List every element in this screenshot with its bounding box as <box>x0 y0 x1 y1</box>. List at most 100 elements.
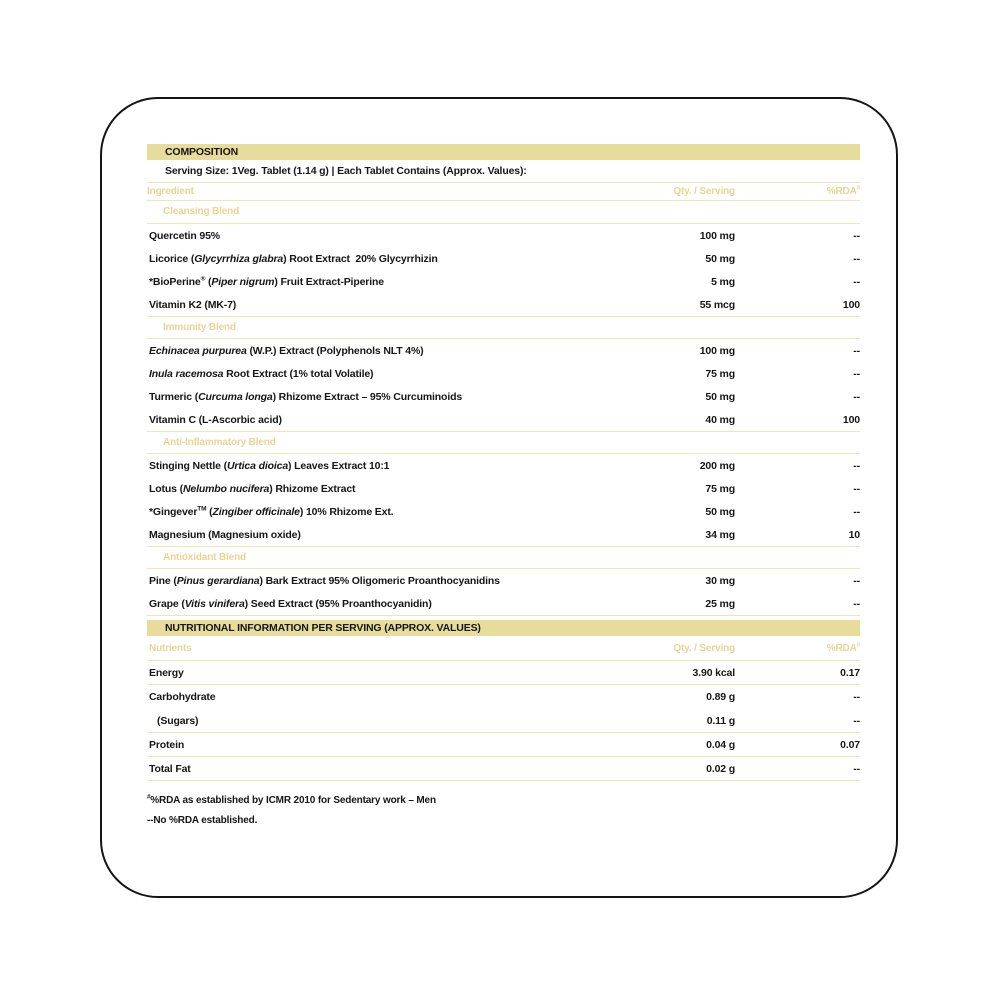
ingredient-name: Inula racemosa Root Extract (1% total Vo… <box>149 367 374 380</box>
ingredient-rda: -- <box>853 252 860 265</box>
ingredient-qty: 50 mg <box>705 252 735 265</box>
ingredient-rda: -- <box>853 344 860 357</box>
ingredient-row: Vitamin C (L-Ascorbic acid) 40 mg 100 <box>147 408 860 431</box>
ingredient-qty: 75 mg <box>705 482 735 495</box>
ingredient-row: Pine (Pinus gerardiana) Bark Extract 95%… <box>147 569 860 592</box>
ingredient-rda: -- <box>853 229 860 242</box>
ingredient-name: Vitamin K2 (MK-7) <box>149 298 237 311</box>
nutrient-qty: 0.89 g <box>706 691 735 703</box>
ingredient-name: Vitamin C (L-Ascorbic acid) <box>149 413 282 426</box>
section-header-immunity-blend: Immunity Blend <box>147 316 860 339</box>
ingredient-qty: 25 mg <box>705 597 735 610</box>
section-header-antioxidant-blend: Antioxidant Blend <box>147 546 860 569</box>
nutrient-row: Carbohydrate 0.89 g -- <box>147 685 860 709</box>
nutrient-qty: 0.11 g <box>706 714 735 727</box>
serving-size-line: Serving Size: 1Veg. Tablet (1.14 g) | Ea… <box>165 165 527 177</box>
nutrient-rda: 0.07 <box>840 738 860 751</box>
ingredient-row: Turmeric (Curcuma longa) Rhizome Extract… <box>147 385 860 408</box>
ingredient-row: Inula racemosa Root Extract (1% total Vo… <box>147 362 860 385</box>
ingredient-qty: 200 mg <box>699 459 735 472</box>
ingredient-rda: -- <box>853 459 860 472</box>
composition-title-bar: COMPOSITION <box>147 144 860 160</box>
ingredient-row: *BioPerine® (Piper nigrum) Fruit Extract… <box>147 270 860 293</box>
nutrition-title: NUTRITIONAL INFORMATION PER SERVING (APP… <box>165 622 481 634</box>
nutrient-rda: -- <box>853 714 860 727</box>
section-header-anti-inflammatory-blend: Anti-Inflammatory Blend <box>147 431 860 454</box>
ingredient-rda: -- <box>853 597 860 610</box>
ingredient-rda: -- <box>853 367 860 380</box>
ingredient-row: Quercetin 95% 100 mg -- <box>147 224 860 247</box>
nutrient-row: Protein 0.04 g 0.07 <box>147 733 860 757</box>
ingredient-row: Vitamin K2 (MK-7) 55 mcg 100 <box>147 293 860 316</box>
ingredient-rda: 100 <box>842 298 860 311</box>
ingredient-name: Magnesium (Magnesium oxide) <box>149 528 301 541</box>
nutrient-rda: -- <box>853 691 860 703</box>
ingredient-qty: 50 mg <box>705 505 735 518</box>
ingredient-qty: 75 mg <box>705 367 735 380</box>
ingredient-rda: 10 <box>848 528 861 541</box>
ingredient-row: Magnesium (Magnesium oxide) 34 mg 10 <box>147 523 860 546</box>
ingredient-qty: 100 mg <box>699 344 735 357</box>
ingredient-row: Grape (Vitis vinifera) Seed Extract (95%… <box>147 592 860 615</box>
ingredient-rda: -- <box>853 574 860 587</box>
nutrient-name: Energy <box>149 666 184 679</box>
footnote-rda-source: #%RDA as established by ICMR 2010 for Se… <box>147 793 436 806</box>
nutrient-name: Carbohydrate <box>149 691 216 703</box>
composition-table-bottom-rule <box>147 615 860 616</box>
label-card: COMPOSITION Serving Size: 1Veg. Tablet (… <box>100 97 898 898</box>
ingredient-row: Echinacea purpurea (W.P.) Extract (Polyp… <box>147 339 860 362</box>
ingredient-name: Pine (Pinus gerardiana) Bark Extract 95%… <box>149 574 500 587</box>
ingredient-qty: 55 mcg <box>699 298 735 311</box>
ingredient-qty: 5 mg <box>711 275 735 288</box>
nutrient-name: (Sugars) <box>157 714 199 727</box>
composition-title: COMPOSITION <box>165 146 239 158</box>
ingredient-name: Echinacea purpurea (W.P.) Extract (Polyp… <box>149 344 424 357</box>
ingredient-rda: -- <box>853 505 860 518</box>
ingredient-name: *GingeverTM (Zingiber officinale) 10% Rh… <box>149 505 394 518</box>
ingredient-name: *BioPerine® (Piper nigrum) Fruit Extract… <box>149 275 384 288</box>
ingredient-qty: 50 mg <box>705 390 735 403</box>
ingredient-name: Lotus (Nelumbo nucifera) Rhizome Extract <box>149 482 356 495</box>
ingredient-row: Lotus (Nelumbo nucifera) Rhizome Extract… <box>147 477 860 500</box>
ingredient-rda: -- <box>853 482 860 495</box>
column-header-qty: Qty. / Serving <box>673 642 735 654</box>
nutrient-qty: 0.02 g <box>706 762 735 775</box>
column-header-ingredient: Ingredient <box>147 186 194 197</box>
section-header-cleansing-blend: Cleansing Blend <box>147 201 860 224</box>
ingredient-rda: -- <box>853 275 860 288</box>
nutrient-row: (Sugars) 0.11 g -- <box>147 709 860 733</box>
nutrient-row: Energy 3.90 kcal 0.17 <box>147 661 860 685</box>
ingredient-row: Stinging Nettle (Urtica dioica) Leaves E… <box>147 454 860 477</box>
ingredient-qty: 34 mg <box>705 528 735 541</box>
ingredient-qty: 30 mg <box>705 574 735 587</box>
nutrient-qty: 0.04 g <box>706 738 735 751</box>
ingredient-qty: 40 mg <box>705 413 735 426</box>
nutrition-column-headers: Nutrients Qty. / Serving %RDA# <box>147 636 860 661</box>
column-header-qty: Qty. / Serving <box>673 186 735 197</box>
ingredient-row: Licorice (Glycyrrhiza glabra) Root Extra… <box>147 247 860 270</box>
nutrient-rda: 0.17 <box>840 666 860 679</box>
ingredient-row: *GingeverTM (Zingiber officinale) 10% Rh… <box>147 500 860 523</box>
nutrient-row: Total Fat 0.02 g -- <box>147 757 860 781</box>
footnotes: #%RDA as established by ICMR 2010 for Se… <box>147 791 860 831</box>
ingredient-name: Turmeric (Curcuma longa) Rhizome Extract… <box>149 390 463 403</box>
ingredient-name: Grape (Vitis vinifera) Seed Extract (95%… <box>149 597 432 610</box>
ingredient-qty: 100 mg <box>699 229 735 242</box>
column-header-rda: %RDA# <box>826 641 860 654</box>
nutrient-name: Total Fat <box>149 762 191 775</box>
footnote-no-rda: --No %RDA established. <box>147 815 258 826</box>
ingredient-name: Quercetin 95% <box>149 229 220 242</box>
label-content: COMPOSITION Serving Size: 1Veg. Tablet (… <box>147 144 860 831</box>
nutrition-title-bar: NUTRITIONAL INFORMATION PER SERVING (APP… <box>147 620 860 636</box>
nutrient-rda: -- <box>853 762 860 775</box>
ingredient-name: Stinging Nettle (Urtica dioica) Leaves E… <box>149 459 390 472</box>
composition-column-headers: Ingredient Qty. / Serving %RDA# <box>147 182 860 201</box>
nutrient-name: Protein <box>149 738 185 751</box>
ingredient-rda: -- <box>853 390 860 403</box>
column-header-nutrients: Nutrients <box>149 642 192 654</box>
column-header-rda: %RDA# <box>826 184 860 197</box>
ingredient-name: Licorice (Glycyrrhiza glabra) Root Extra… <box>149 252 438 265</box>
ingredient-rda: 100 <box>842 413 860 426</box>
nutrient-qty: 3.90 kcal <box>692 666 736 679</box>
